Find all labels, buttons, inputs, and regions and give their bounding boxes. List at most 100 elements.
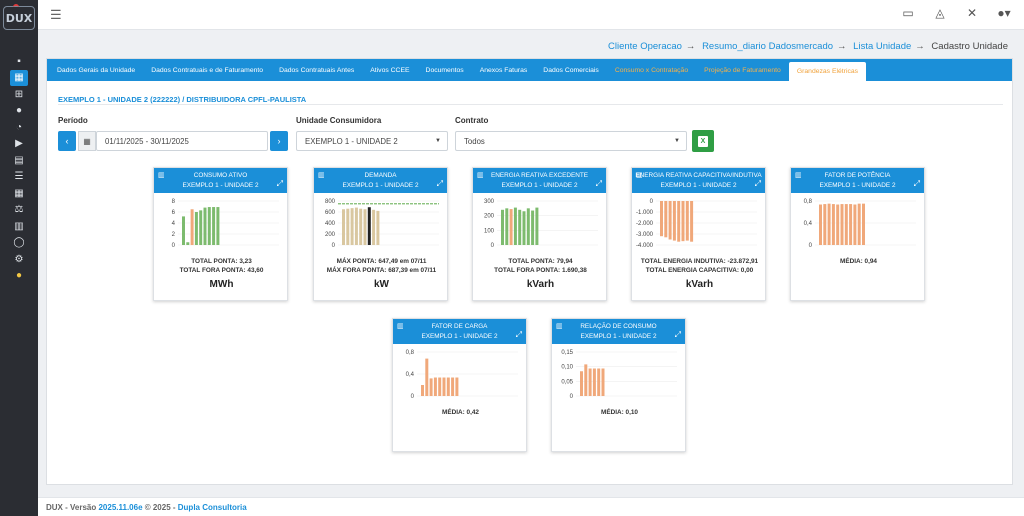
list-icon[interactable]: ☰	[14, 171, 24, 183]
tab-dados-gerais[interactable]: Dados Gerais da Unidade	[57, 66, 136, 74]
expand-icon[interactable]: ⤢	[595, 179, 602, 188]
table-icon[interactable]: ▦	[14, 187, 24, 199]
gear-icon[interactable]: ⚙	[14, 253, 24, 265]
expand-icon[interactable]: ⤢	[436, 179, 443, 188]
next-period-button[interactable]: ›	[270, 131, 288, 151]
file-icon[interactable]: ▤	[14, 154, 24, 166]
chart-icon: ▥	[556, 323, 563, 330]
bar	[505, 208, 509, 245]
app-logo[interactable]: DUX	[3, 4, 35, 30]
balance-scale-icon[interactable]: ⚖	[14, 204, 24, 216]
tick-label: 0	[332, 243, 336, 249]
tick-label: 0	[172, 243, 176, 249]
unidade-label: Unidade Consumidora	[296, 116, 382, 125]
tab-documentos[interactable]: Documentos	[425, 66, 464, 74]
expand-icon[interactable]: ⤢	[913, 179, 920, 188]
periodo-input[interactable]: 01/11/2025 - 30/11/2025	[96, 131, 268, 151]
bar	[522, 211, 526, 245]
widget-stat: MÁX PONTA: 647,49 em 07/11	[336, 258, 427, 265]
expand-icon[interactable]: ⤢	[674, 330, 681, 339]
bar	[681, 201, 685, 242]
bar	[513, 207, 517, 245]
chart-energia-reativa-cap-ind: 0 -1.000 -2.000 -3.000 -4.000	[636, 199, 757, 249]
tick-label: -3.000	[636, 232, 654, 238]
calendar-icon[interactable]: ▦	[78, 131, 96, 151]
bar	[862, 203, 865, 245]
bar	[501, 209, 504, 245]
bar	[580, 371, 583, 396]
tick-label: 2	[172, 232, 176, 238]
prev-period-button[interactable]: ‹	[58, 131, 76, 151]
tab-projecao-faturamento[interactable]: Projeção de Faturamento	[704, 66, 781, 74]
unidade-select[interactable]: EXEMPLO 1 - UNIDADE 2 ▼	[296, 131, 448, 151]
bar	[584, 364, 588, 396]
chart-energia-reativa-excedente: 300 200 100 0	[484, 199, 598, 249]
tab-anexos-faturas[interactable]: Anexos Faturas	[479, 66, 528, 74]
bar	[531, 210, 535, 245]
bar	[216, 207, 220, 245]
widget-title: CONSUMO ATIVO	[193, 172, 248, 179]
bar	[831, 204, 835, 245]
bar	[592, 368, 596, 396]
footer-company-link[interactable]: Dupla Consultoria	[177, 503, 247, 512]
tab-dados-contratuais-antes[interactable]: Dados Contratuais Antes	[279, 66, 355, 74]
folder-icon[interactable]: ▭	[902, 6, 914, 20]
lightbulb-icon[interactable]: ●	[15, 270, 23, 282]
widget-relacao-consumo: ▥ RELAÇÃO DE CONSUMO EXEMPLO 1 - UNIDADE 2…	[551, 318, 686, 452]
expand-icon[interactable]: ⤢	[515, 330, 522, 339]
tick-label: 0,4	[406, 372, 415, 378]
contrato-select-value: Todos	[464, 136, 485, 146]
tab-ativos-ccee[interactable]: Ativos CCEE	[370, 66, 410, 74]
tick-label: 200	[325, 232, 336, 238]
contrato-select[interactable]: Todos ▼	[455, 131, 687, 151]
bar	[342, 209, 345, 245]
bar	[425, 358, 429, 396]
breadcrumb-link[interactable]: Resumo_diario Dadosmercado	[702, 41, 834, 52]
widget-stat: MÉDIA: 0,42	[442, 409, 479, 416]
hamburger-menu-icon[interactable]: ☰	[50, 7, 62, 22]
briefcase-icon[interactable]: ▪	[17, 55, 21, 67]
export-excel-button[interactable]: X	[692, 130, 714, 152]
widget-subtitle: EXEMPLO 1 - UNIDADE 2	[580, 333, 657, 340]
bar	[677, 201, 681, 242]
breadcrumb-link[interactable]: Cliente Operacao	[607, 41, 682, 52]
bell-icon[interactable]: ◬	[935, 6, 945, 20]
fullscreen-icon[interactable]: ✕	[966, 6, 978, 20]
tick-label: 0	[650, 199, 654, 205]
tick-label: 100	[484, 228, 495, 234]
tick-label: 4	[172, 221, 176, 227]
bar	[207, 207, 211, 245]
excel-icon: X	[698, 135, 708, 147]
bar	[853, 204, 857, 245]
expand-icon[interactable]: ⤢	[276, 179, 283, 188]
chart-relacao-consumo: 0,15 0,10 0,05 0	[561, 350, 677, 400]
tick-label: 0	[411, 394, 415, 400]
document-icon[interactable]: ▥	[14, 220, 24, 232]
chart-consumo-ativo: 8 6 4 2 0	[172, 199, 279, 249]
user-menu-icon[interactable]: ●▾	[997, 6, 1011, 20]
play-circle-icon[interactable]: ▶	[15, 138, 23, 150]
users-icon[interactable]: ●	[15, 105, 23, 117]
tab-consumo-contratacao[interactable]: Consumo x Contratação	[614, 66, 689, 74]
expand-icon[interactable]: ⤢	[754, 179, 761, 188]
widget-fator-carga: ▥ FATOR DE CARGA EXEMPLO 1 - UNIDADE 2 ⤢ 0,…	[392, 318, 527, 452]
dashboard-icon[interactable]: ◔	[15, 121, 23, 133]
building-icon[interactable]: ▦	[10, 69, 28, 86]
tick-label: 6	[172, 210, 176, 216]
chart-demanda: 800 600 400 200 0	[325, 199, 439, 249]
sitemap-icon[interactable]: ⊞	[14, 88, 24, 100]
widget-subtitle: EXEMPLO 1 - UNIDADE 2	[421, 333, 498, 340]
tab-dados-contratuais[interactable]: Dados Contratuais e de Faturamento	[151, 66, 264, 74]
bar	[827, 203, 831, 245]
bar	[690, 201, 694, 242]
widget-subtitle: EXEMPLO 1 - UNIDADE 2	[182, 182, 259, 189]
widget-subtitle: EXEMPLO 1 - UNIDADE 2	[342, 182, 419, 189]
tab-grandezas-eletricas[interactable]: Grandezas Elétricas	[788, 62, 867, 81]
chevron-down-icon: ▼	[674, 138, 680, 144]
widget-title: ENERGIA REATIVA CAPACITIVA/INDUTIVA	[635, 172, 762, 179]
breadcrumb-link[interactable]: Lista Unidade	[853, 41, 912, 52]
tick-label: 600	[325, 210, 336, 216]
periodo-label: Período	[58, 116, 88, 125]
user-icon[interactable]: ◯	[13, 237, 25, 249]
tab-dados-comerciais[interactable]: Dados Comerciais	[543, 66, 599, 74]
